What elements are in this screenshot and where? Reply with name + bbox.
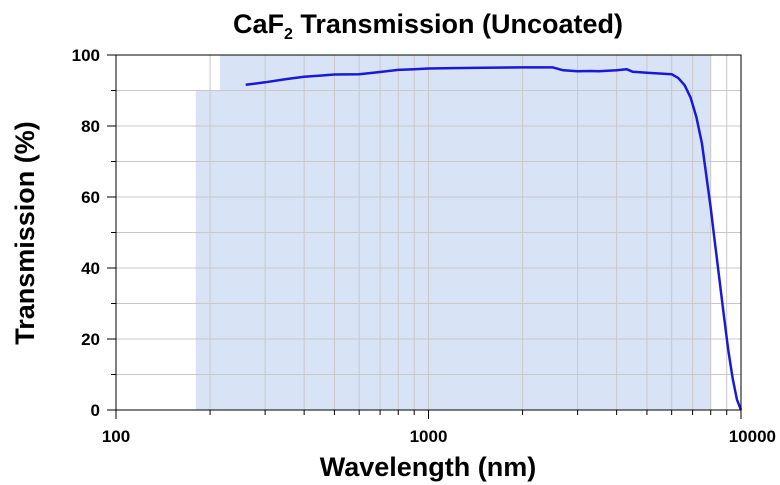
grid-lines — [116, 55, 741, 410]
series-layer — [245, 66, 743, 411]
y-tick-label: 40 — [81, 259, 100, 278]
chart-title: CaF2 Transmission (Uncoated) — [233, 9, 623, 43]
chart-title-suffix: Transmission (Uncoated) — [293, 9, 623, 39]
x-tick-label: 100 — [102, 427, 130, 446]
y-tick-label: 20 — [81, 330, 100, 349]
x-tick-labels: 100 1000 10000 — [102, 427, 776, 446]
tick-marks — [107, 54, 742, 419]
y-tick-label: 80 — [81, 117, 100, 136]
transmission-curve — [245, 66, 743, 411]
chart-title-subscript: 2 — [284, 26, 293, 43]
y-axis-title: Transmission (%) — [10, 121, 40, 345]
y-tick-labels: 0 20 40 60 80 100 — [72, 46, 100, 420]
x-tick-label: 1000 — [410, 427, 448, 446]
chart-title-prefix: CaF — [233, 9, 284, 39]
x-tick-label: 10000 — [729, 427, 776, 446]
x-axis-title: Wavelength (nm) — [320, 452, 537, 482]
y-tick-label: 60 — [81, 188, 100, 207]
y-tick-label: 100 — [72, 46, 100, 65]
y-tick-label: 0 — [91, 401, 100, 420]
